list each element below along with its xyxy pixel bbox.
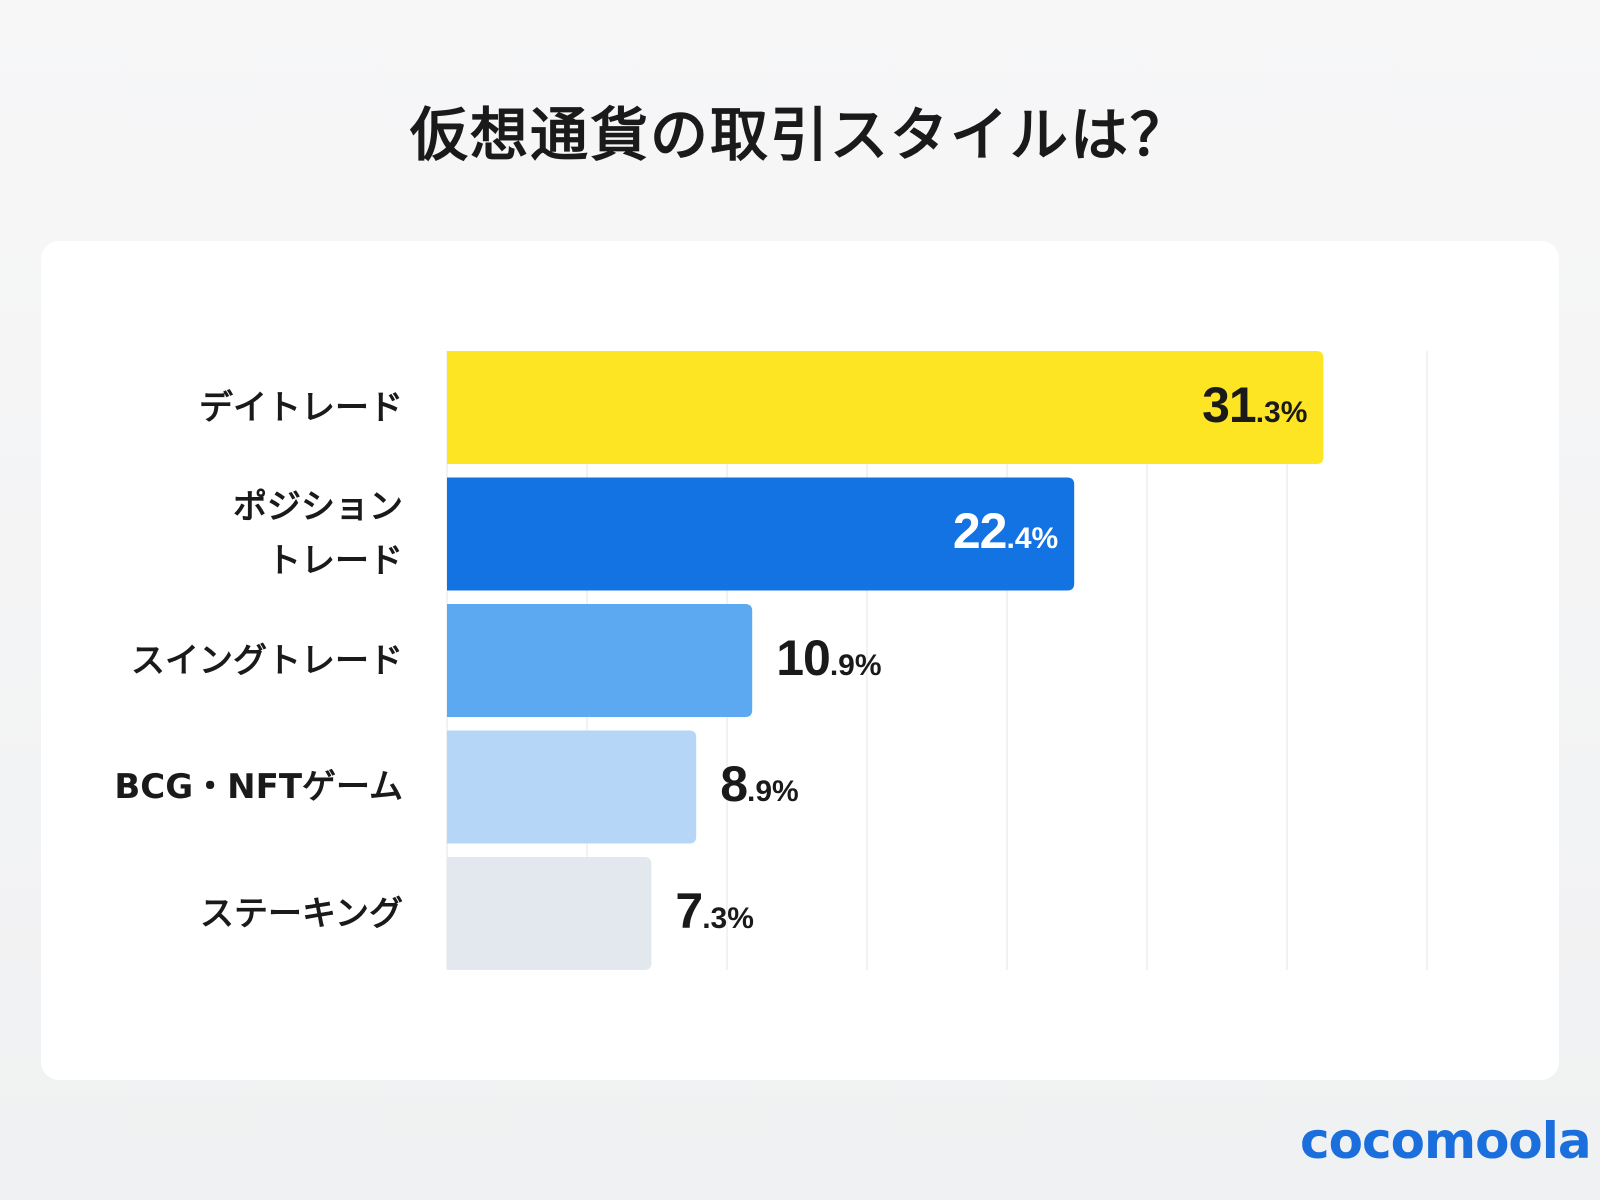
- category-label-line: スイングトレード: [131, 640, 403, 681]
- category-label: BCG・NFTゲーム: [114, 760, 403, 814]
- value-label-decimal: .3%: [1255, 395, 1308, 429]
- bar: [447, 604, 753, 717]
- category-label-line: BCG・NFTゲーム: [114, 767, 403, 807]
- category-label: デイトレード: [199, 381, 403, 435]
- bar-chart: [446, 351, 1428, 970]
- value-label: 22.4%: [953, 502, 1058, 560]
- chart-card: [41, 241, 1559, 1080]
- bar: [447, 857, 652, 970]
- value-label-decimal: .3%: [702, 901, 754, 935]
- bar: [447, 351, 1324, 464]
- cocomoola-logo: cocomoola: [1300, 1112, 1592, 1170]
- category-label: ステーキング: [200, 887, 403, 941]
- category-label-line: トレード: [267, 541, 403, 581]
- value-label: 10.9%: [776, 629, 881, 687]
- bar: [447, 730, 697, 844]
- category-label-line: デイトレード: [199, 387, 403, 428]
- category-label-line: ポジション: [233, 487, 403, 527]
- chart-title: 仮想通貨の取引スタイルは？: [409, 101, 1190, 169]
- value-label-integer: 22: [952, 503, 1008, 559]
- value-label-integer: 10: [776, 629, 831, 686]
- value-label-integer: 31: [1202, 376, 1257, 433]
- value-label-decimal: .9%: [747, 775, 799, 808]
- value-label: 7.3%: [675, 882, 754, 940]
- bar: [447, 477, 1075, 591]
- value-label-integer: 7: [675, 882, 703, 939]
- value-label-decimal: .4%: [1006, 522, 1059, 555]
- value-label-integer: 8: [720, 756, 748, 812]
- value-label-decimal: .9%: [829, 648, 882, 682]
- category-label: スイングトレード: [131, 634, 403, 688]
- category-label: ポジショントレード: [233, 480, 403, 588]
- value-label: 8.9%: [720, 755, 799, 813]
- value-label: 31.3%: [1202, 376, 1307, 434]
- category-label-line: ステーキング: [200, 893, 403, 934]
